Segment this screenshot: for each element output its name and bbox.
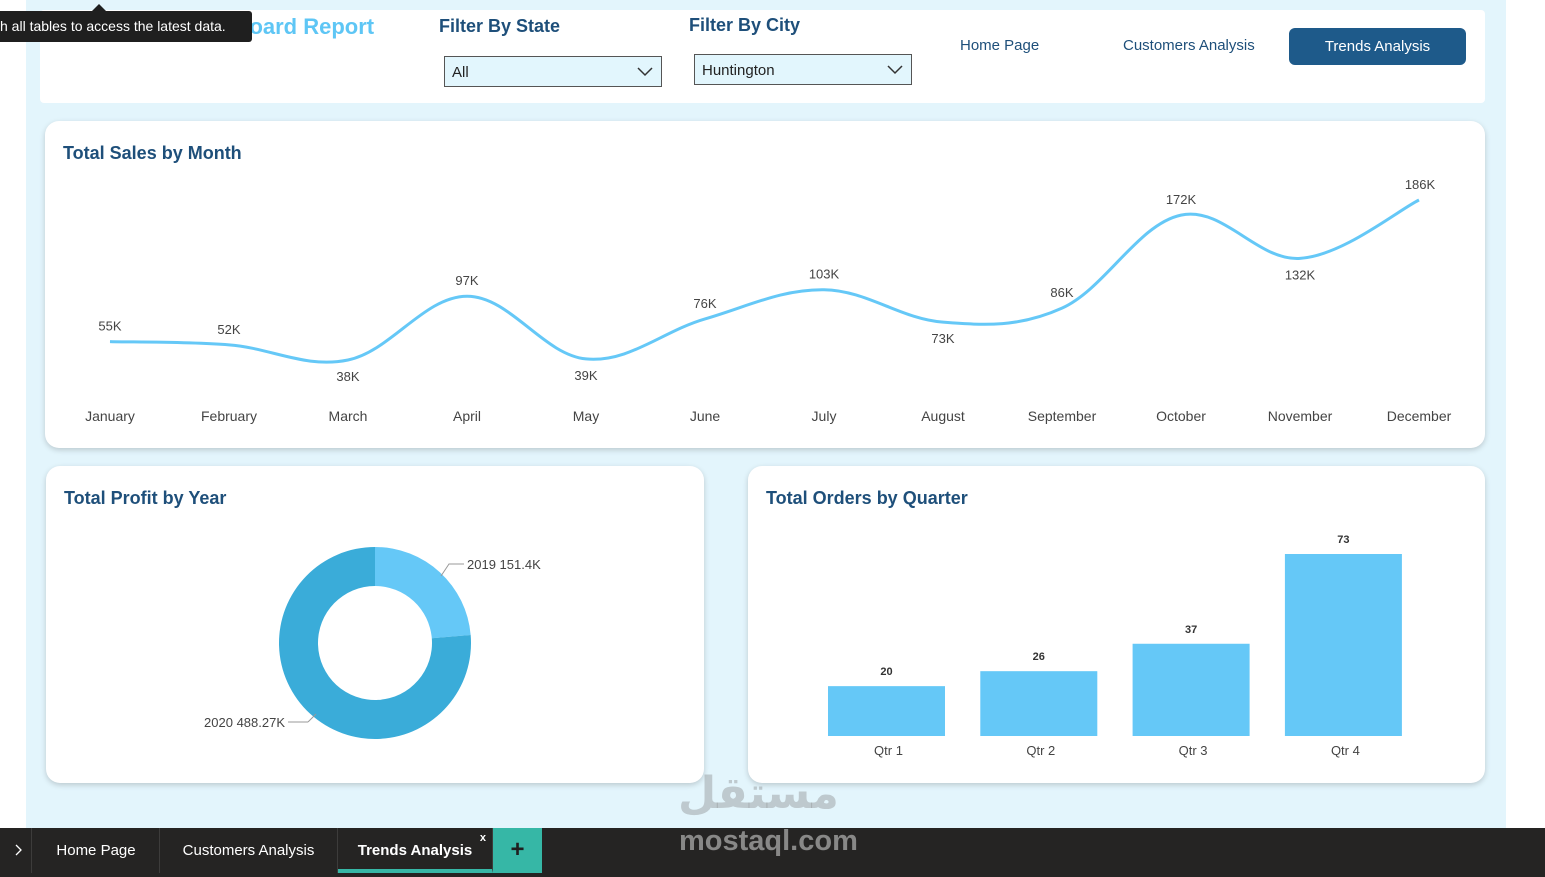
- tab-trends-analysis[interactable]: Trends Analysis x: [338, 828, 493, 873]
- chevron-down-icon: [887, 65, 903, 75]
- orders-by-quarter-card: Total Orders by Quarter 20 Qtr 1 26 Qtr 2 37…: [748, 466, 1485, 783]
- filter-city-label: Filter By City: [689, 15, 801, 35]
- add-page-button[interactable]: +: [493, 828, 542, 873]
- orders-data-label: 37: [1185, 624, 1197, 636]
- profit-donut-chart: 2019 151.4K 2020 488.27K: [204, 547, 541, 739]
- tab-trends-label: Trends Analysis: [357, 842, 473, 859]
- orders-data-label: 20: [880, 666, 892, 678]
- orders-bar: [828, 686, 945, 736]
- sales-data-label: 52K: [217, 322, 240, 337]
- quarter-tick-label: Qtr 4: [1331, 743, 1360, 758]
- orders-data-label: 73: [1337, 534, 1349, 546]
- sales-by-month-card: Total Sales by Month 55K January 52K Februa…: [45, 121, 1485, 448]
- tab-home-page[interactable]: Home Page: [33, 828, 160, 873]
- page-tab-bar: Home Page Customers Analysis Trends Anal…: [0, 828, 1545, 877]
- leader-line-2019: [440, 563, 464, 577]
- sales-data-label: 76K: [693, 296, 716, 311]
- orders-bar-chart: 20 Qtr 1 26 Qtr 2 37 Qtr 3 73 Qtr 4: [828, 534, 1402, 758]
- sales-data-label: 73K: [931, 331, 954, 346]
- orders-data-label: 26: [1033, 651, 1045, 663]
- sales-line-chart: 55K January 52K February 38K March 97K April 39K…: [85, 177, 1452, 424]
- right-gutter: [1506, 0, 1545, 828]
- month-tick-label: May: [573, 408, 599, 424]
- month-tick-label: April: [453, 408, 481, 424]
- watermark-arabic: مستقل: [678, 769, 839, 818]
- quarter-tick-label: Qtr 2: [1026, 743, 1055, 758]
- sales-data-label: 39K: [574, 368, 597, 383]
- left-gutter: [0, 0, 26, 828]
- chevron-right-icon: [15, 844, 22, 856]
- month-tick-label: December: [1387, 408, 1452, 424]
- report-title: board Report: [236, 14, 375, 39]
- sales-data-label: 132K: [1285, 267, 1316, 282]
- month-tick-label: February: [201, 408, 257, 424]
- filter-city-value: Huntington: [702, 62, 775, 79]
- sales-series-line: [109, 198, 1420, 364]
- donut-label-2019: 2019 151.4K: [467, 557, 541, 572]
- sales-chart-title: Total Sales by Month: [63, 143, 242, 163]
- month-tick-label: January: [85, 408, 135, 424]
- donut-label-2020: 2020 488.27K: [204, 715, 285, 730]
- sales-data-label: 86K: [1050, 285, 1073, 300]
- orders-bar: [1132, 643, 1250, 736]
- sales-data-label: 55K: [98, 319, 121, 334]
- quarter-tick-label: Qtr 3: [1179, 743, 1208, 758]
- month-tick-label: October: [1156, 408, 1206, 424]
- donut-slice-2019: [375, 547, 471, 639]
- close-icon[interactable]: x: [479, 832, 486, 844]
- nav-home-page[interactable]: Home Page: [960, 37, 1040, 54]
- sales-data-label: 103K: [809, 267, 840, 282]
- nav-customers-analysis[interactable]: Customers Analysis: [1123, 37, 1255, 54]
- watermark-latin: mostaql.com: [679, 825, 858, 857]
- nav-trends-analysis[interactable]: Trends Analysis: [1289, 28, 1466, 65]
- orders-bar: [1284, 554, 1402, 736]
- donut-slice-2020: [279, 547, 471, 739]
- filter-state-select[interactable]: All: [444, 56, 662, 87]
- chevron-down-icon: [637, 67, 653, 77]
- tab-customers-analysis[interactable]: Customers Analysis: [160, 828, 338, 873]
- filter-city-select[interactable]: Huntington: [694, 54, 912, 85]
- profit-by-year-card: Total Profit by Year 2019 151.4K 2020 488…: [46, 466, 704, 783]
- filter-state-value: All: [452, 64, 469, 81]
- collapse-toggle[interactable]: [0, 828, 32, 873]
- month-tick-label: November: [1268, 408, 1333, 424]
- filter-state-label: Filter By State: [439, 16, 561, 36]
- orders-chart-title: Total Orders by Quarter: [766, 488, 968, 508]
- month-tick-label: August: [921, 408, 965, 424]
- sales-data-label: 97K: [455, 273, 478, 288]
- tooltip-arrow: [92, 4, 106, 11]
- month-tick-label: March: [329, 408, 368, 424]
- sales-data-label: 38K: [336, 369, 359, 384]
- month-tick-label: July: [812, 408, 837, 424]
- profit-chart-title: Total Profit by Year: [64, 488, 227, 508]
- refresh-tooltip: h all tables to access the latest data.: [0, 11, 252, 42]
- month-tick-label: September: [1028, 408, 1097, 424]
- orders-bar: [980, 671, 1098, 736]
- sales-data-label: 186K: [1405, 177, 1436, 192]
- sales-data-label: 172K: [1166, 192, 1197, 207]
- quarter-tick-label: Qtr 1: [874, 743, 903, 758]
- month-tick-label: June: [690, 408, 721, 424]
- leader-line-2020-tip: [307, 713, 317, 723]
